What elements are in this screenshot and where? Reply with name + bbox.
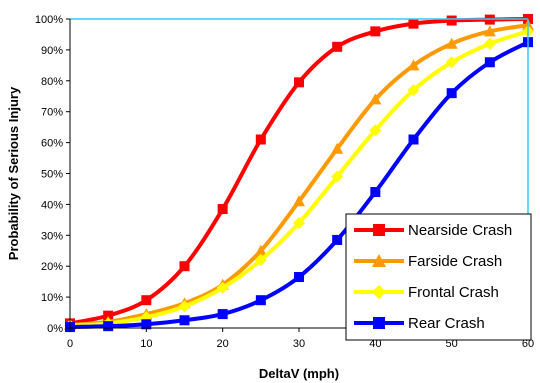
y-tick-label: 50% <box>41 169 63 181</box>
data-point <box>483 25 496 37</box>
data-point <box>331 170 344 183</box>
data-point <box>178 300 191 313</box>
data-point <box>293 195 305 207</box>
data-point <box>103 310 114 321</box>
y-tick-label: 90% <box>41 45 63 57</box>
data-point <box>407 84 420 97</box>
data-point <box>331 142 344 154</box>
legend-item-rear-crash: Rear Crash <box>354 315 485 332</box>
data-point <box>446 88 457 99</box>
y-tick-label: 40% <box>41 199 63 211</box>
data-point <box>483 37 496 50</box>
y-tick-label: 20% <box>41 261 63 273</box>
y-tick-label: 0% <box>47 323 63 335</box>
y-tick-label: 60% <box>41 138 63 150</box>
legend-label: Frontal Crash <box>408 284 499 301</box>
data-point <box>445 37 458 49</box>
data-point <box>445 56 458 69</box>
data-point <box>254 254 267 267</box>
legend-label: Farside Crash <box>408 253 502 270</box>
data-point <box>294 272 304 283</box>
y-tick-label: 30% <box>41 230 63 242</box>
data-point <box>179 315 190 326</box>
data-point <box>293 216 305 229</box>
legend-item-nearside-crash: Nearside Crash <box>354 222 512 239</box>
data-point <box>103 321 114 332</box>
data-point <box>254 244 267 256</box>
x-tick-label: 20 <box>217 338 229 350</box>
legend-label: Rear Crash <box>408 315 485 332</box>
y-tick-label: 70% <box>41 107 63 119</box>
x-axis-title: DeltaV (mph) <box>259 366 339 381</box>
data-point <box>217 309 228 320</box>
legend-item-farside-crash: Farside Crash <box>354 253 502 270</box>
data-point <box>408 134 419 145</box>
data-point <box>332 41 343 52</box>
legend-label: Nearside Crash <box>408 222 512 239</box>
data-point <box>484 57 495 68</box>
data-point <box>141 295 152 306</box>
data-point <box>141 319 152 330</box>
data-point <box>179 261 190 272</box>
data-point <box>370 26 381 37</box>
data-point <box>373 317 385 329</box>
x-tick-label: 30 <box>293 338 305 350</box>
data-point <box>370 187 381 198</box>
data-point <box>216 281 229 294</box>
data-point <box>332 234 343 245</box>
x-tick-label: 60 <box>522 338 534 350</box>
data-point <box>255 295 266 306</box>
legend: Nearside Crash Farside Crash Frontal Crash… <box>345 213 532 341</box>
data-point <box>372 285 386 299</box>
data-point <box>369 124 382 137</box>
data-point <box>369 93 382 105</box>
x-tick-label: 0 <box>67 338 73 350</box>
data-point <box>294 77 304 88</box>
x-tick-label: 50 <box>446 338 458 350</box>
data-point <box>407 59 420 71</box>
data-point <box>373 224 385 236</box>
data-point <box>372 254 386 267</box>
x-tick-label: 40 <box>369 338 381 350</box>
legend-item-frontal-crash: Frontal Crash <box>354 284 499 301</box>
x-tick-label: 10 <box>140 338 152 350</box>
data-point <box>255 134 266 145</box>
data-point <box>217 204 228 215</box>
y-tick-label: 100% <box>35 14 63 26</box>
y-tick-label: 80% <box>41 76 63 88</box>
data-point <box>446 15 457 26</box>
y-axis-title: Probability of Serious Injury <box>6 86 21 260</box>
data-point <box>408 18 419 29</box>
y-tick-label: 10% <box>41 292 63 304</box>
